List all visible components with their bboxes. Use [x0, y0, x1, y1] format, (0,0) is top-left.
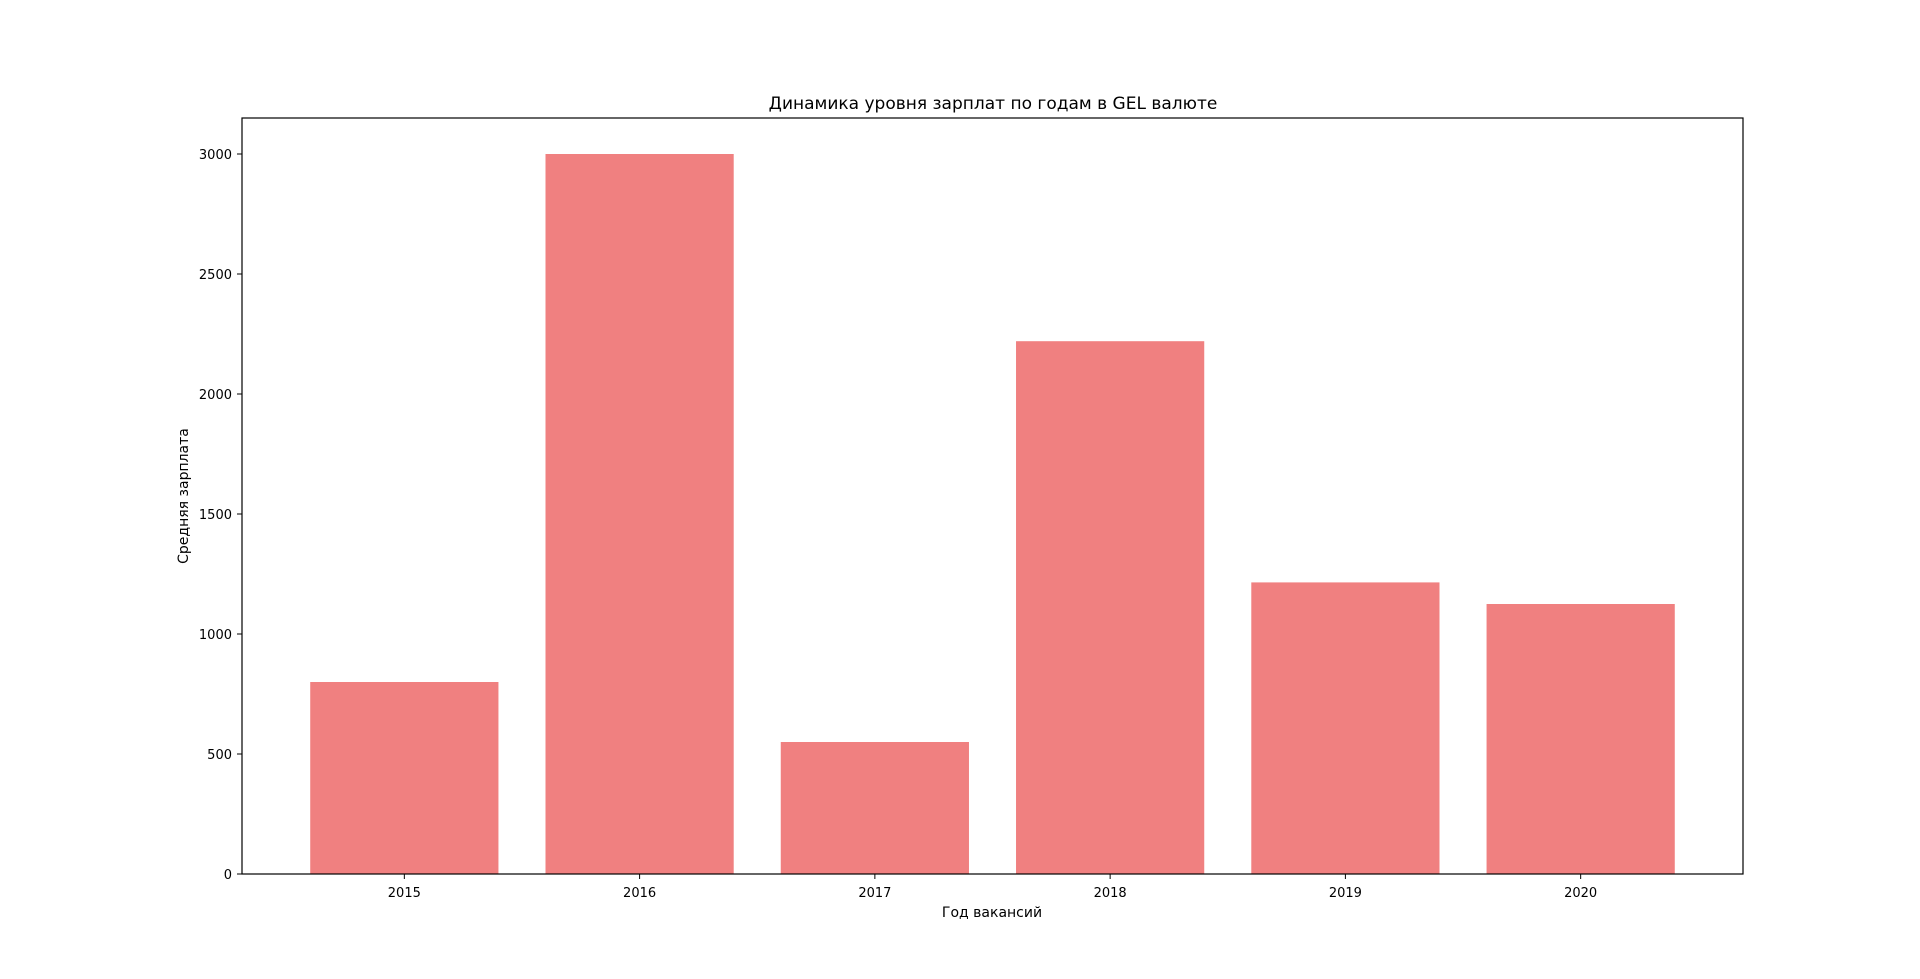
- x-tick-label: 2020: [1564, 886, 1597, 901]
- y-tick-label: 0: [224, 868, 232, 883]
- y-axis: 0 500 1000 1500 2000 2500 3000: [199, 148, 242, 883]
- chart-title: Динамика уровня зарплат по годам в GEL в…: [769, 94, 1218, 114]
- bar-2015: [310, 682, 499, 874]
- bar-2020: [1486, 604, 1675, 874]
- bar-2016: [545, 154, 734, 874]
- y-axis-label: Средняя зарплата: [176, 428, 192, 564]
- y-tick-label: 1000: [199, 628, 232, 643]
- y-tick-label: 2500: [199, 268, 232, 283]
- bar-2018: [1016, 341, 1205, 874]
- x-axis-label: Год вакансий: [942, 905, 1042, 921]
- x-tick-label: 2017: [858, 886, 891, 901]
- plot-frame: [241, 117, 1744, 875]
- x-tick-label: 2019: [1329, 886, 1362, 901]
- x-tick-label: 2016: [623, 886, 656, 901]
- y-tick-label: 3000: [199, 148, 232, 163]
- bars-layer: [310, 154, 1675, 874]
- x-tick-label: 2015: [388, 886, 421, 901]
- y-tick-label: 1500: [199, 508, 232, 523]
- y-tick-label: 500: [207, 748, 232, 763]
- bar-2017: [780, 742, 969, 874]
- bar-2019: [1251, 582, 1440, 874]
- y-tick-label: 2000: [199, 388, 232, 403]
- x-axis: 2015 2016 2017 2018 2019 2020: [388, 874, 1597, 901]
- x-tick-label: 2018: [1094, 886, 1127, 901]
